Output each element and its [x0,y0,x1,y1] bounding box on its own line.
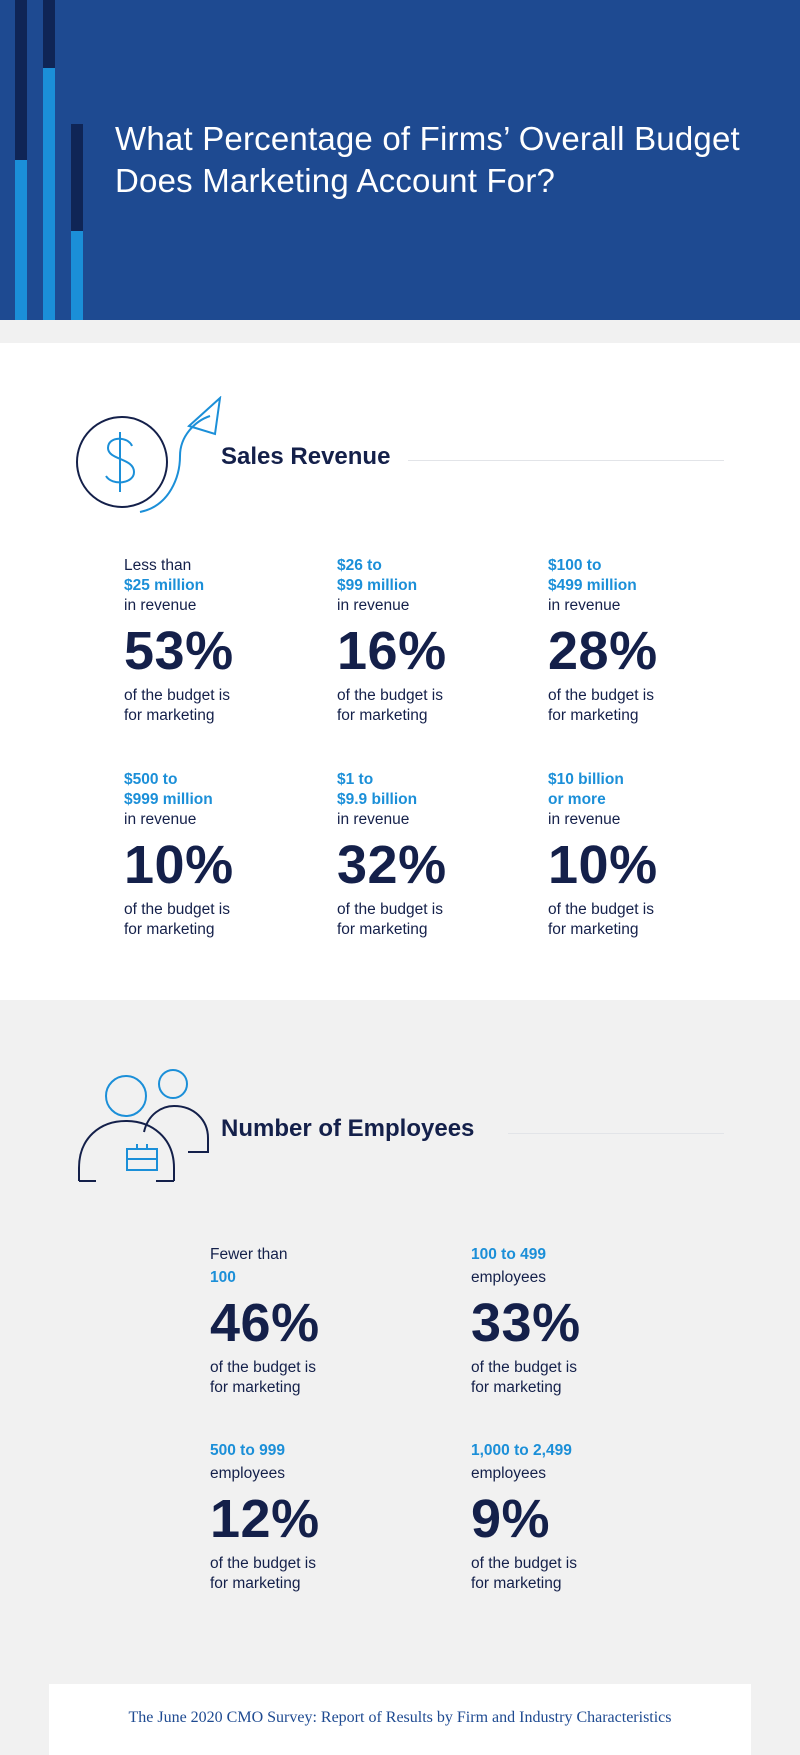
employees-stat-4: 1,000 to 2,499 employees 9% of the budge… [471,1441,671,1594]
stat-percent: 28% [548,621,658,681]
sales-stat-6: $10 billion or more in revenue 10% of th… [548,770,748,940]
stat-label-line1: $500 to [124,771,178,788]
decor-bar-3-light [71,231,83,320]
dollar-growth-icon [76,396,222,513]
stat-label-line2: $999 million [124,791,213,808]
employees-section: Number of Employees Fewer than 100 46% o… [0,1000,800,1755]
stat-percent: 32% [337,835,447,895]
stat-label-line1: $26 to [337,557,382,574]
stat-desc-line1: of the budget is [210,1359,316,1376]
stat-desc-line1: of the budget is [337,687,443,704]
stat-desc-line1: of the budget is [471,1555,577,1572]
stat-percent: 16% [337,621,447,681]
stat-desc-line1: of the budget is [124,687,230,704]
stat-label-line3: in revenue [337,811,410,828]
stat-desc-line1: of the budget is [471,1359,577,1376]
employees-title: Number of Employees [221,1115,475,1142]
stat-desc-line2: for marketing [548,707,639,724]
stat-label-line3: in revenue [337,597,410,614]
stat-desc-line2: for marketing [471,1575,562,1592]
stat-desc-line2: for marketing [337,707,428,724]
page-title: What Percentage of Firms’ Overall Budget… [115,120,740,199]
stat-label-line1: $10 billion [548,771,624,788]
stat-percent: 10% [124,835,234,895]
stat-label-line2: 100 [210,1269,236,1286]
sales-title-rule [408,460,724,461]
employees-stat-3: 500 to 999 employees 12% of the budget i… [210,1441,410,1594]
decor-bar-3-dark [71,124,83,231]
stat-label-line3: in revenue [124,597,197,614]
employees-stat-2: 100 to 499 employees 33% of the budget i… [471,1245,671,1398]
stat-label-line2: $99 million [337,577,418,594]
stat-percent: 53% [124,621,234,681]
stat-label-line1: Fewer than [210,1246,288,1263]
stat-desc-line1: of the budget is [548,687,654,704]
stat-desc-line2: for marketing [210,1379,301,1396]
stat-label-line3: in revenue [124,811,197,828]
people-briefcase-icon [78,1069,209,1182]
stat-label-line2: $9.9 billion [337,791,418,808]
stat-desc-line2: for marketing [124,921,215,938]
sales-stat-3: $100 to $499 million in revenue 28% of t… [548,556,748,726]
stat-desc-line1: of the budget is [548,901,654,918]
stat-percent: 9% [471,1489,551,1549]
employees-title-rule [508,1133,724,1134]
stat-label-line3: in revenue [548,811,621,828]
header-banner: What Percentage of Firms’ Overall Budget… [0,0,800,320]
sales-stat-5: $1 to $9.9 billion in revenue 32% of the… [337,770,537,940]
stat-desc-line2: for marketing [337,921,428,938]
stat-desc-line2: for marketing [124,707,215,724]
sales-stat-1: Less than $25 million in revenue 53% of … [124,556,324,726]
stat-label-line1: $1 to [337,771,374,788]
stat-desc-line1: of the budget is [124,901,230,918]
stat-desc-line1: of the budget is [337,901,443,918]
stat-label-line2: employees [471,1465,546,1482]
decor-bar-1-light [15,160,27,320]
stat-label-line1: 100 to 499 [471,1246,546,1263]
sales-stat-2: $26 to $99 million in revenue 16% of the… [337,556,537,726]
stat-percent: 12% [210,1489,320,1549]
decor-bar-2-light [43,68,55,320]
stat-desc-line1: of the budget is [210,1555,316,1572]
stat-label-line1: 1,000 to 2,499 [471,1442,572,1459]
stat-percent: 33% [471,1293,581,1353]
stat-desc-line2: for marketing [210,1575,301,1592]
stat-label-line3: in revenue [548,597,621,614]
sales-stat-4: $500 to $999 million in revenue 10% of t… [124,770,324,940]
stat-percent: 10% [548,835,658,895]
stat-label-line1: $100 to [548,557,602,574]
stat-percent: 46% [210,1293,320,1353]
sales-revenue-section: Sales Revenue Less than $25 million in r… [0,343,800,1000]
decor-bar-2-dark [43,0,55,68]
decor-bar-1-dark [15,0,27,160]
stat-label-line2: employees [471,1269,546,1286]
stat-label-line1: Less than [124,557,192,574]
stat-label-line2: or more [548,791,606,808]
stat-label-line2: $499 million [548,577,637,594]
employees-stat-1: Fewer than 100 46% of the budget is for … [210,1245,410,1398]
stat-desc-line2: for marketing [471,1379,562,1396]
footer: The June 2020 CMO Survey: Report of Resu… [49,1684,751,1755]
stat-label-line2: employees [210,1465,285,1482]
stat-label-line1: 500 to 999 [210,1442,285,1459]
sales-revenue-title: Sales Revenue [221,443,391,470]
footer-source-text: The June 2020 CMO Survey: Report of Resu… [128,1709,672,1726]
stat-label-line2: $25 million [124,577,205,594]
stat-desc-line2: for marketing [548,921,639,938]
